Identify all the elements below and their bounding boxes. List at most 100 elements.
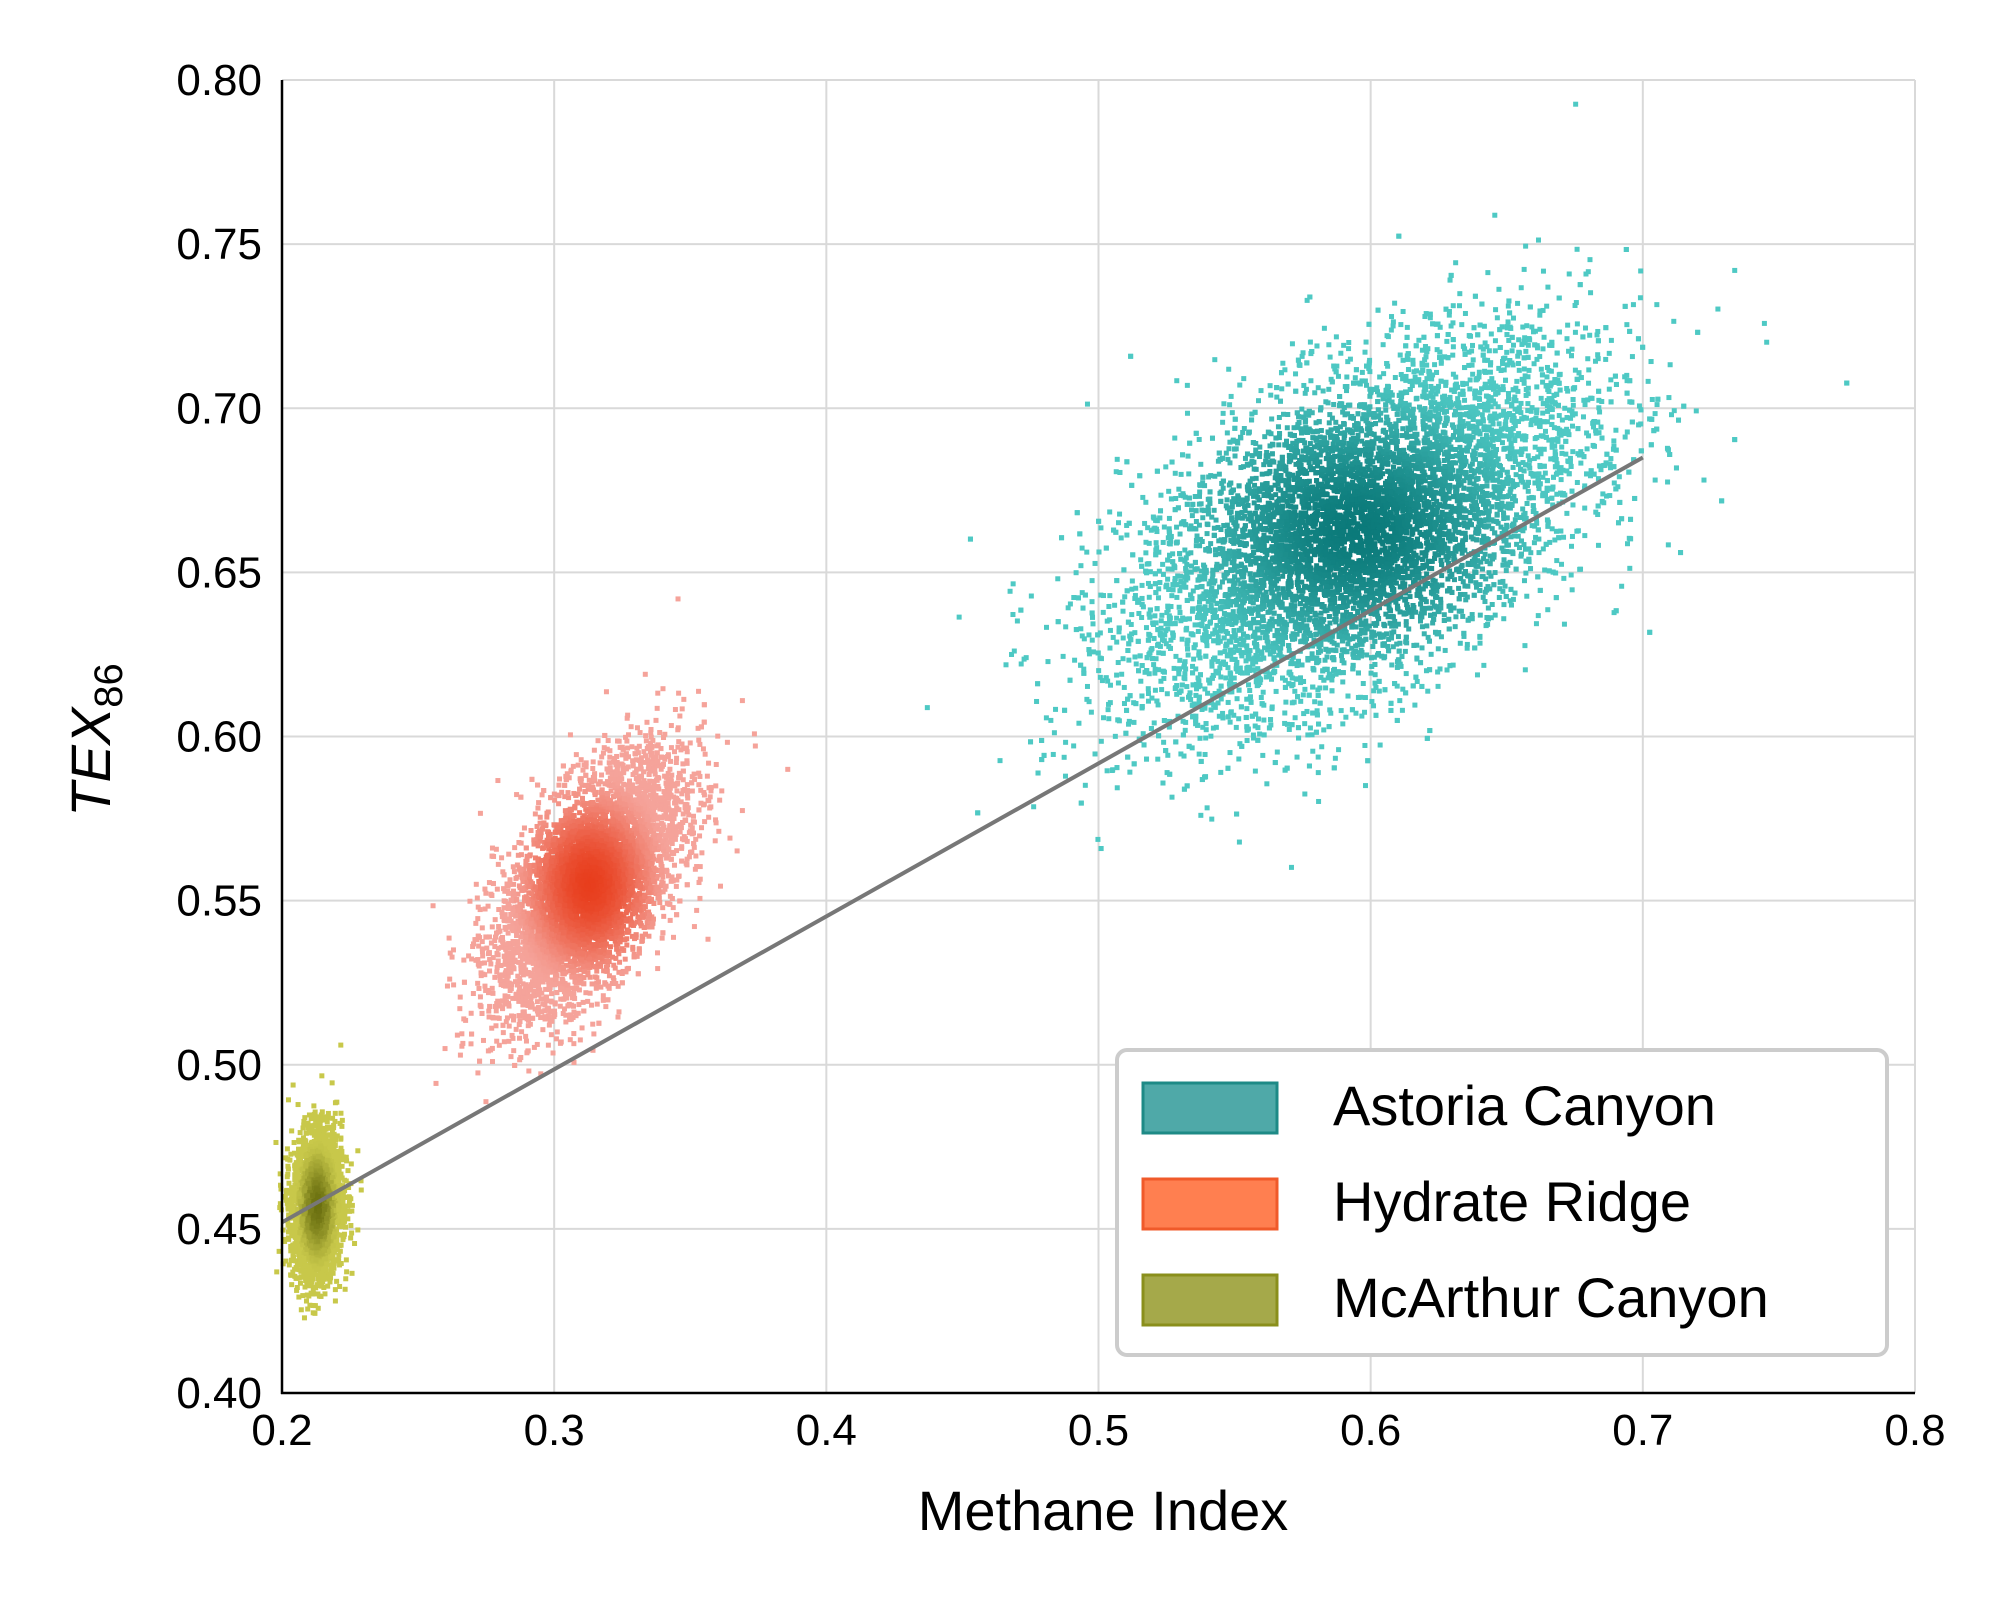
data-point xyxy=(1319,611,1324,616)
data-point xyxy=(1147,595,1152,600)
data-point xyxy=(1183,666,1188,671)
data-point xyxy=(1557,413,1562,418)
data-point xyxy=(1182,661,1187,666)
data-point xyxy=(1481,663,1486,668)
data-point xyxy=(1613,428,1618,433)
data-point xyxy=(1612,480,1617,485)
data-point xyxy=(1570,424,1575,429)
data-point xyxy=(1496,404,1501,409)
data-point xyxy=(1485,270,1490,275)
data-point xyxy=(1506,319,1511,324)
data-point xyxy=(1468,464,1473,469)
data-point xyxy=(1108,700,1113,705)
data-point xyxy=(1383,408,1388,413)
data-point xyxy=(1114,640,1119,645)
data-point xyxy=(1247,511,1252,516)
data-point xyxy=(1214,725,1219,730)
data-point xyxy=(1364,652,1369,657)
data-point xyxy=(1653,478,1658,483)
data-point xyxy=(1246,503,1251,508)
data-point xyxy=(1542,335,1547,340)
data-point xyxy=(1522,578,1527,583)
data-point xyxy=(1302,791,1307,796)
data-point xyxy=(1090,621,1095,626)
data-point xyxy=(1031,804,1036,809)
data-point xyxy=(1327,420,1332,425)
data-point xyxy=(1290,341,1295,346)
data-point xyxy=(1482,324,1487,329)
data-point xyxy=(1302,721,1307,726)
data-point xyxy=(1176,671,1181,676)
data-point xyxy=(1277,415,1282,420)
data-point xyxy=(1453,614,1458,619)
data-point xyxy=(1567,271,1572,276)
data-point xyxy=(1063,624,1068,629)
data-point xyxy=(1144,625,1149,630)
data-point xyxy=(1255,666,1260,671)
data-point xyxy=(1609,338,1614,343)
data-point xyxy=(1198,736,1203,741)
data-point xyxy=(1363,783,1368,788)
data-point xyxy=(1247,688,1252,693)
data-point xyxy=(1287,727,1292,732)
data-point xyxy=(1549,369,1554,374)
data-point xyxy=(1363,350,1368,355)
data-point xyxy=(1524,594,1529,599)
data-point xyxy=(1313,632,1318,637)
data-point xyxy=(1552,444,1557,449)
data-point xyxy=(1117,512,1122,517)
data-point xyxy=(1569,544,1574,549)
data-point xyxy=(1331,402,1336,407)
data-point xyxy=(1204,643,1209,648)
data-point xyxy=(1342,435,1347,440)
data-point xyxy=(1321,388,1326,393)
data-point xyxy=(1570,587,1575,592)
data-point xyxy=(1098,656,1103,661)
data-point xyxy=(1259,695,1264,700)
data-point xyxy=(1527,337,1532,342)
data-point xyxy=(1342,476,1347,481)
data-point xyxy=(1559,562,1564,567)
data-point xyxy=(1463,311,1468,316)
data-point xyxy=(1458,641,1463,646)
data-point xyxy=(1475,672,1480,677)
data-point xyxy=(1523,511,1528,516)
data-point xyxy=(1590,396,1595,401)
data-point xyxy=(1261,718,1266,723)
data-point xyxy=(1603,357,1608,362)
data-point xyxy=(1229,709,1234,714)
data-point xyxy=(1172,676,1177,681)
data-point xyxy=(957,615,962,620)
data-point xyxy=(1586,367,1591,372)
data-point xyxy=(1392,301,1397,306)
data-point xyxy=(1542,567,1547,572)
data-point xyxy=(1312,699,1317,704)
data-point xyxy=(1477,370,1482,375)
data-point xyxy=(1240,430,1245,435)
data-point xyxy=(1203,752,1208,757)
data-point xyxy=(1541,269,1546,274)
data-point xyxy=(1185,411,1190,416)
data-point xyxy=(1165,753,1170,758)
data-point xyxy=(1523,349,1528,354)
data-point xyxy=(1029,594,1034,599)
data-point xyxy=(1666,395,1671,400)
data-point xyxy=(1334,334,1339,339)
data-point xyxy=(1424,623,1429,628)
data-point xyxy=(1169,795,1174,800)
data-point xyxy=(1340,679,1345,684)
data-point xyxy=(1197,437,1202,442)
data-point xyxy=(1276,424,1281,429)
data-point xyxy=(1107,646,1112,651)
data-point xyxy=(1345,359,1350,364)
data-point xyxy=(1523,571,1528,576)
data-point xyxy=(1470,372,1475,377)
data-point xyxy=(1506,304,1511,309)
data-point xyxy=(1236,716,1241,721)
data-point xyxy=(1328,621,1333,626)
data-point xyxy=(1152,613,1157,618)
data-point xyxy=(1432,362,1437,367)
data-point xyxy=(1232,628,1237,633)
data-point xyxy=(1539,367,1544,372)
